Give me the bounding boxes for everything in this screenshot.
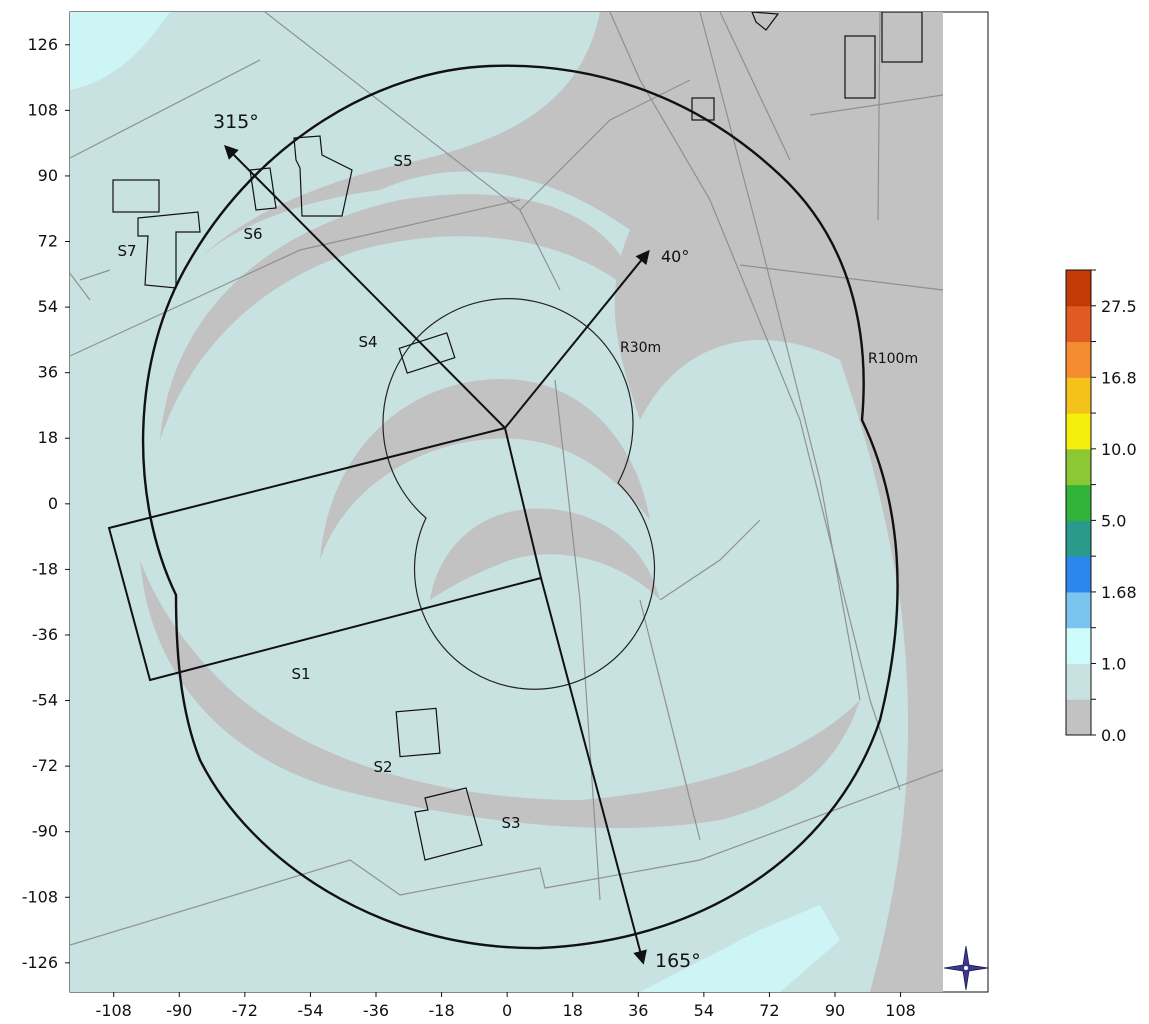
colorbar-segment	[1066, 341, 1091, 378]
colorbar-segment	[1066, 627, 1091, 664]
y-tick-label: -108	[22, 887, 58, 906]
y-tick-label: -54	[32, 691, 58, 710]
bearing-label-40: 40°	[661, 247, 689, 266]
y-tick-label: 90	[38, 166, 58, 185]
y-tick-label: 36	[38, 363, 58, 382]
grey-zone-east	[190, 12, 943, 992]
cyan-patch-se	[640, 905, 840, 992]
colorbar-segment	[1066, 699, 1091, 736]
y-tick-label: 18	[38, 428, 58, 447]
x-tick-label: -54	[297, 1001, 323, 1020]
colorbar-legend: 0.0 1.0 1.68 5.0 10.0 16.8 27.5	[1065, 269, 1137, 745]
x-tick-label: 108	[885, 1001, 916, 1020]
x-tick-label: 72	[759, 1001, 779, 1020]
colorbar-tick-label: 1.68	[1101, 583, 1137, 602]
x-tick-label: 36	[628, 1001, 648, 1020]
colorbar-segment	[1066, 270, 1091, 307]
y-tick-label: -126	[22, 953, 58, 972]
x-tick-label: 90	[825, 1001, 845, 1020]
site-label-s3: S3	[501, 814, 520, 832]
x-tick-label: 54	[694, 1001, 714, 1020]
map-area: S1 S2 S3 S4 S5 S6 S7 315° 40° 165° R30m …	[70, 12, 943, 992]
grey-swirl-middle	[320, 379, 650, 560]
colorbar-segment	[1066, 663, 1091, 700]
y-tick-label: 0	[48, 494, 58, 513]
site-label-s1: S1	[291, 665, 310, 683]
colorbar-segment	[1066, 520, 1091, 557]
colorbar-tick-label: 5.0	[1101, 511, 1126, 530]
radius-label-r30m: R30m	[620, 340, 661, 356]
colorbar-tick-label: 27.5	[1101, 297, 1137, 316]
colorbar-tick-label: 10.0	[1101, 440, 1137, 459]
site-label-s4: S4	[358, 333, 377, 351]
colorbar-frame	[1065, 269, 1092, 736]
x-tick-label: -90	[166, 1001, 192, 1020]
y-tick-label: 126	[27, 35, 58, 54]
x-axis: -108 -90 -72 -54 -36 -18 0 18 36 54 72 90 108	[96, 992, 916, 1020]
colorbar-segment	[1066, 305, 1091, 343]
colorbar-segment	[1066, 448, 1091, 486]
bearing-label-315: 315°	[213, 111, 259, 133]
x-tick-label: 18	[563, 1001, 583, 1020]
x-tick-label: 0	[502, 1001, 512, 1020]
colorbar-segment	[1066, 377, 1091, 414]
colorbar-segment	[1066, 591, 1091, 629]
colorbar-segment	[1066, 484, 1091, 521]
site-label-s6: S6	[243, 225, 262, 243]
radius-label-r100m: R100m	[868, 351, 918, 367]
y-axis: 126 108 90 72 54 36 18 0 -18 -36 -54 -72 -90 -108 -126	[22, 35, 70, 972]
colorbar-tick-label: 1.0	[1101, 654, 1126, 673]
y-tick-label: -18	[32, 559, 58, 578]
x-tick-label: -72	[232, 1001, 258, 1020]
colorbar-tick-label: 16.8	[1101, 368, 1137, 387]
x-tick-label: -108	[96, 1001, 132, 1020]
y-tick-label: -36	[32, 625, 58, 644]
bearing-label-165: 165°	[655, 950, 701, 972]
x-tick-label: -36	[363, 1001, 389, 1020]
colorbar-segment	[1066, 556, 1091, 593]
grey-swirl-outer	[160, 194, 640, 440]
r100m-contour	[141, 64, 899, 950]
y-tick-label: 72	[38, 232, 58, 251]
y-tick-label: 54	[38, 297, 58, 316]
cyan-patch-nw	[70, 12, 170, 90]
site-label-s5: S5	[393, 152, 412, 170]
site-label-s2: S2	[373, 758, 392, 776]
x-tick-label: -18	[429, 1001, 455, 1020]
y-tick-label: -90	[32, 822, 58, 841]
grey-swirl-inner	[430, 508, 660, 600]
colorbar-tick-label: 0.0	[1101, 726, 1126, 745]
colorbar-segment	[1066, 413, 1091, 450]
r30m-contour	[382, 298, 656, 690]
y-tick-label: 108	[27, 100, 58, 119]
site-label-s7: S7	[117, 242, 136, 260]
y-tick-label: -72	[32, 756, 58, 775]
bearing-arrows	[224, 145, 650, 965]
north-arrow-icon	[943, 945, 989, 991]
grey-swirl-south	[140, 560, 860, 829]
road-lines	[70, 12, 943, 946]
site-labels: S1 S2 S3 S4 S5 S6 S7	[117, 152, 520, 832]
